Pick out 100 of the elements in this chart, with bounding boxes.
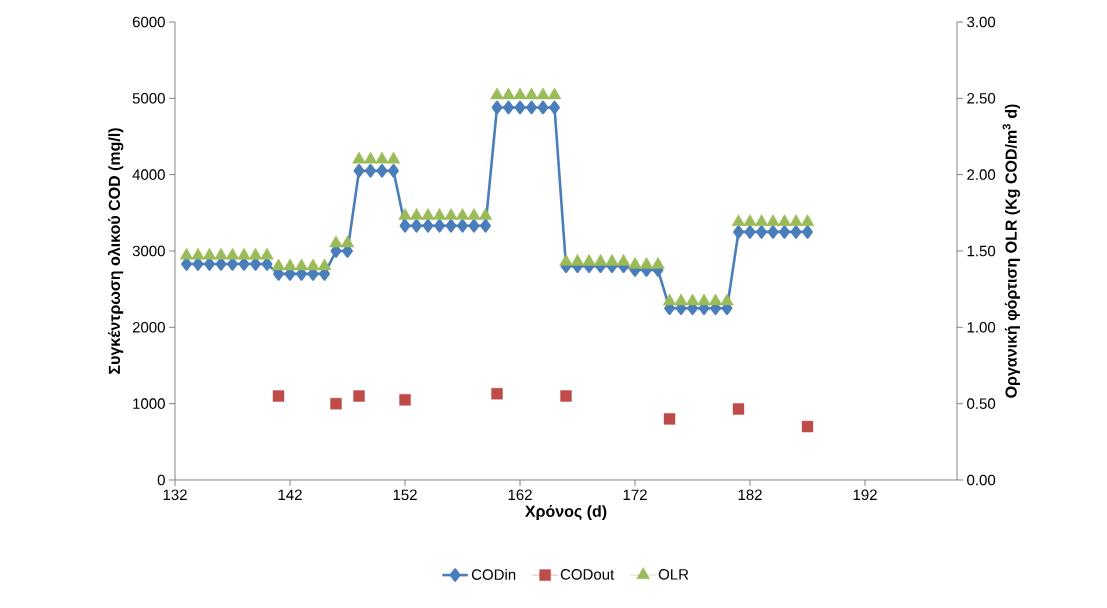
x-tick-label: 132: [163, 489, 187, 501]
point: [616, 253, 631, 266]
point: [593, 253, 608, 266]
point: [272, 390, 285, 402]
point: [663, 413, 676, 425]
point: [743, 214, 757, 226]
point: [457, 218, 468, 233]
point: [181, 257, 192, 271]
point: [467, 208, 481, 220]
legend-label: CODin: [471, 568, 516, 580]
point: [375, 151, 389, 164]
point: [526, 100, 537, 115]
y-tick-label: 2000: [132, 322, 165, 333]
point: [317, 258, 332, 271]
point: [411, 218, 422, 233]
y2-tick-label: 0.50: [967, 398, 996, 409]
legend-label: CODout: [560, 569, 615, 580]
y-tick-label: 4000: [132, 169, 165, 180]
point: [248, 247, 263, 260]
point: [582, 253, 596, 266]
point: [547, 87, 562, 100]
point: [444, 208, 458, 220]
y2-tick-label: 0.00: [967, 474, 996, 486]
point: [365, 164, 376, 178]
point: [513, 87, 527, 100]
point: [238, 257, 250, 271]
point: [514, 100, 526, 115]
point: [376, 164, 388, 178]
point: [409, 208, 424, 220]
point: [445, 218, 457, 233]
y-tick-label: 1000: [133, 398, 165, 409]
x-tick-label: 142: [278, 489, 302, 500]
point: [733, 225, 744, 239]
x-tick-label: 152: [393, 489, 417, 501]
y-tick-label: 3000: [132, 245, 165, 257]
y2-tick-label: 3.00: [967, 16, 996, 28]
point: [455, 208, 470, 220]
point: [790, 225, 802, 239]
point: [422, 218, 434, 233]
point: [779, 225, 790, 239]
y2-tick-label: 2.50: [967, 93, 996, 104]
point: [204, 257, 215, 271]
point: [744, 225, 756, 239]
point: [434, 218, 445, 233]
x-axis-title: Χρόνος (d): [525, 504, 607, 521]
point: [731, 214, 746, 226]
point: [353, 164, 365, 178]
point: [227, 257, 238, 271]
y2-tick-label: 1.00: [967, 322, 996, 333]
point: [388, 164, 399, 178]
point: [537, 100, 549, 115]
point: [398, 208, 412, 220]
point: [524, 87, 539, 100]
point: [491, 100, 503, 115]
point: [560, 390, 572, 402]
point: [802, 225, 813, 239]
point: [202, 247, 217, 260]
point: [432, 208, 447, 220]
point: [570, 253, 585, 266]
point: [767, 225, 779, 239]
point: [720, 293, 734, 306]
point: [628, 257, 642, 269]
x-tick-label: 172: [623, 489, 647, 500]
point: [191, 247, 205, 260]
y2-axis-title: Οργανική φόρτιση OLR (Kg COD/m$^{3}$ d): [1002, 104, 1021, 398]
point: [491, 388, 503, 400]
point: [260, 247, 274, 260]
point: [777, 214, 792, 226]
y2-tick-label: 1.50: [967, 245, 996, 257]
y-tick-label: 6000: [132, 16, 165, 28]
point: [708, 293, 723, 306]
point: [478, 208, 493, 220]
point: [766, 214, 780, 226]
point: [386, 151, 401, 164]
point: [353, 390, 365, 402]
point: [503, 100, 514, 115]
point: [536, 87, 550, 100]
point: [340, 235, 355, 248]
point: [283, 258, 297, 271]
point: [294, 258, 309, 271]
point: [225, 247, 240, 260]
point: [468, 218, 480, 233]
point: [399, 394, 411, 406]
y-tick-label: 0: [157, 474, 165, 486]
point: [662, 293, 677, 306]
point: [559, 253, 573, 266]
point: [214, 247, 228, 260]
point: [363, 151, 378, 164]
point: [501, 87, 516, 100]
point: [352, 151, 366, 164]
y2-tick-label: 2.00: [967, 169, 996, 180]
point: [800, 214, 815, 226]
legend-label: OLR: [658, 569, 689, 580]
point: [261, 257, 273, 271]
point: [250, 257, 261, 271]
point: [237, 247, 251, 260]
point: [179, 247, 194, 260]
point: [549, 100, 560, 115]
point: [306, 258, 320, 271]
point: [330, 397, 342, 410]
